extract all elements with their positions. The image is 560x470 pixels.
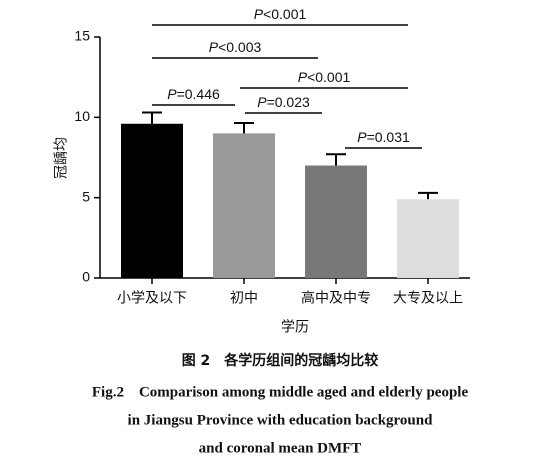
x-tick-label: 大专及以上 [393, 290, 463, 306]
bar [397, 199, 459, 278]
significance-label: P=0.446 [167, 86, 220, 102]
p-value: <0.001 [263, 6, 306, 22]
significance-label: P<0.001 [298, 69, 351, 85]
y-tick-label: 0 [82, 269, 90, 285]
caption-en: and coronal mean DMFT [199, 440, 362, 456]
p-value: <0.003 [218, 39, 261, 55]
significance-label: P=0.031 [357, 129, 410, 145]
significance-label: P<0.001 [254, 6, 307, 22]
caption-cn: 图 2 各学历组间的冠龋均比较 [182, 352, 379, 369]
p-symbol: P [257, 94, 267, 110]
p-symbol: P [254, 6, 264, 22]
significance-label: P<0.003 [209, 39, 262, 55]
y-axis-label: 冠龋均 [53, 137, 69, 179]
bar [305, 165, 367, 278]
p-symbol: P [357, 129, 367, 145]
x-tick-label: 初中 [230, 290, 258, 306]
x-tick-label: 小学及以下 [117, 290, 187, 306]
p-symbol: P [209, 39, 219, 55]
p-value: =0.446 [177, 86, 220, 102]
bar [121, 123, 183, 278]
p-symbol: P [298, 69, 308, 85]
y-tick-label: 5 [82, 188, 90, 204]
x-axis-label: 学历 [281, 319, 309, 335]
caption-en: Fig.2 Comparison among middle aged and e… [92, 384, 469, 400]
p-value: =0.031 [367, 129, 410, 145]
p-value: <0.001 [307, 69, 350, 85]
y-tick-label: 10 [74, 108, 90, 124]
p-value: =0.023 [267, 94, 310, 110]
significance-label: P=0.023 [257, 94, 310, 110]
caption-en: in Jiangsu Province with education backg… [128, 412, 434, 428]
y-tick-label: 15 [74, 28, 90, 44]
x-tick-label: 高中及中专 [301, 290, 371, 306]
bar [213, 133, 275, 278]
p-symbol: P [167, 86, 177, 102]
